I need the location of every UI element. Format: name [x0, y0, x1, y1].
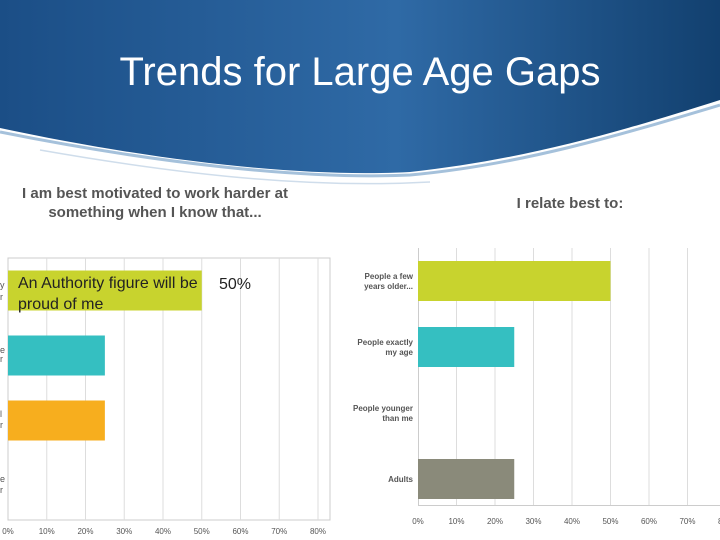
bar: [8, 335, 105, 376]
x-tick-label: 70%: [679, 517, 695, 526]
svg-text:r: r: [0, 292, 3, 302]
x-tick-label: 40%: [564, 517, 580, 526]
callout-value: 50%: [219, 276, 252, 293]
x-tick-label: 20%: [77, 527, 93, 536]
header-swoosh-light: [0, 103, 720, 178]
svg-text:y: y: [0, 280, 5, 290]
x-tick-label: 30%: [116, 527, 132, 536]
right-chart-title: I relate best to:: [516, 195, 624, 212]
header-background: [0, 0, 720, 174]
bar: [8, 400, 105, 441]
svg-text:l: l: [0, 409, 2, 419]
x-tick-label: 70%: [271, 527, 287, 536]
x-tick-label: 60%: [232, 527, 248, 536]
svg-text:e: e: [0, 345, 5, 355]
left-chart-title: I am best motivated to work harder at so…: [22, 185, 288, 221]
x-tick-label: 40%: [155, 527, 171, 536]
bar: [418, 459, 515, 499]
bar: [8, 270, 202, 311]
category-label: People exactly my age: [357, 338, 413, 357]
category-label: Adults: [388, 475, 413, 484]
x-tick-label: 30%: [525, 517, 541, 526]
left-cropped-labels: y r e r l r e r: [0, 280, 5, 495]
x-tick-label: 60%: [641, 517, 657, 526]
svg-text:e: e: [0, 474, 5, 484]
x-tick-label: 50%: [602, 517, 618, 526]
slide-title: Trends for Large Age Gaps: [119, 50, 601, 94]
bar: [418, 261, 611, 301]
x-tick-label: 0%: [2, 527, 14, 536]
x-tick-label: 20%: [487, 517, 503, 526]
bar: [418, 327, 515, 367]
svg-text:r: r: [0, 354, 3, 364]
x-tick-label: 10%: [39, 527, 55, 536]
x-tick-label: 10%: [448, 517, 464, 526]
callout-label: An Authority figure will be proud of me: [18, 275, 198, 313]
svg-text:r: r: [0, 485, 3, 495]
header-banner: [0, 0, 720, 185]
header-swoosh-thin: [39, 149, 431, 185]
x-tick-label: 0%: [412, 517, 424, 526]
x-tick-label: 80%: [718, 517, 720, 526]
x-tick-label: 80%: [310, 527, 326, 536]
category-label: People a few years older...: [364, 272, 414, 291]
svg-text:r: r: [0, 420, 3, 430]
category-label: People younger than me: [353, 404, 414, 423]
x-tick-label: 50%: [194, 527, 210, 536]
